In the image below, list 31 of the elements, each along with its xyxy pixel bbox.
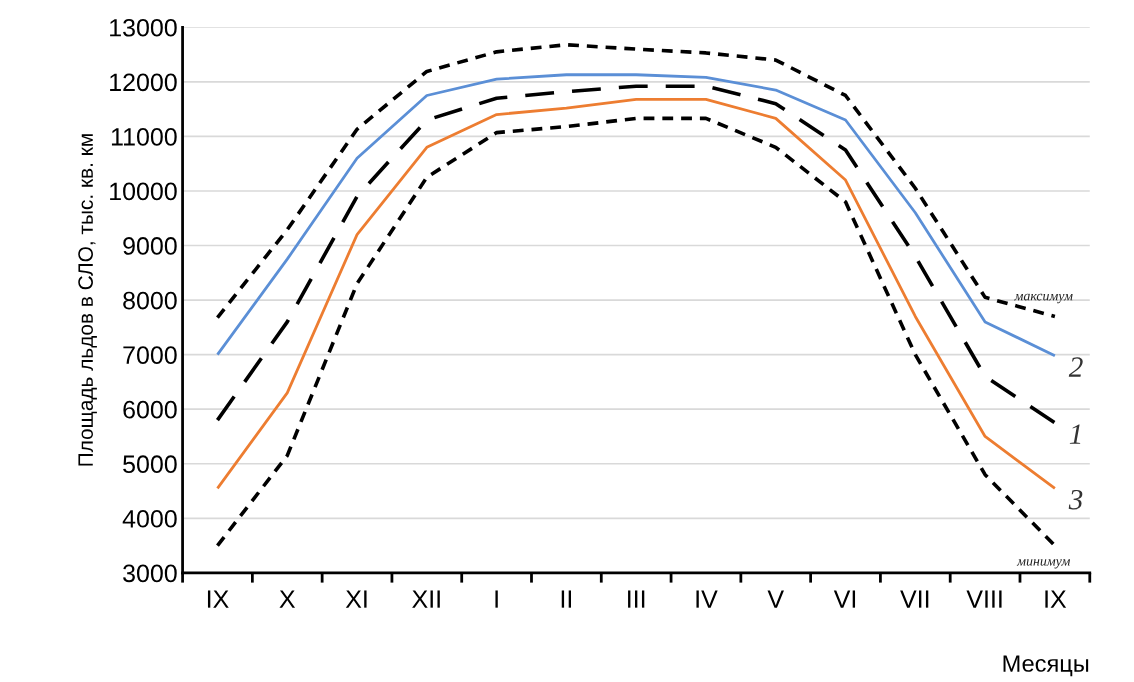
series-label: максимум bbox=[1014, 293, 1073, 304]
x-tick-label: XII bbox=[412, 590, 440, 608]
y-tick-label: 11000 bbox=[111, 128, 177, 146]
x-tick-label: IV bbox=[696, 590, 718, 608]
y-tick-label: 6000 bbox=[123, 400, 177, 419]
x-tick-label: XI bbox=[345, 590, 367, 608]
y-tick-label: 9000 bbox=[123, 237, 177, 255]
y-tick-label: 10000 bbox=[110, 182, 177, 201]
series-label: 2 bbox=[1068, 357, 1083, 377]
x-tick-label: X bbox=[279, 590, 296, 608]
x-tick-label: III bbox=[628, 590, 645, 608]
x-tick-label: IX bbox=[207, 590, 229, 608]
x-axis-title: Месяцы bbox=[1003, 655, 1089, 677]
x-tick-label: VI bbox=[833, 590, 856, 608]
y-tick-label: 5000 bbox=[123, 455, 177, 474]
x-tick-label: IX bbox=[1045, 590, 1067, 608]
x-tick-label: V bbox=[767, 590, 784, 608]
series-label: 1 bbox=[1069, 424, 1081, 444]
x-tick-label: I bbox=[495, 590, 498, 608]
x-tick-label: VII bbox=[900, 590, 929, 608]
series-label: минимум bbox=[1016, 559, 1071, 569]
y-tick-label: 12000 bbox=[110, 73, 177, 92]
y-tick-label: 8000 bbox=[123, 291, 177, 310]
x-tick-label: II bbox=[561, 590, 572, 608]
y-axis-title: Площадь льдов в СЛО, тыс. кв. км bbox=[78, 134, 97, 466]
y-tick-label: 13000 bbox=[110, 18, 177, 37]
y-tick-label: 3000 bbox=[123, 564, 177, 583]
x-tick-label: VIII bbox=[966, 590, 1002, 608]
y-tick-label: 7000 bbox=[123, 346, 177, 364]
y-tick-label: 4000 bbox=[122, 509, 177, 528]
series-label: 3 bbox=[1068, 489, 1083, 510]
